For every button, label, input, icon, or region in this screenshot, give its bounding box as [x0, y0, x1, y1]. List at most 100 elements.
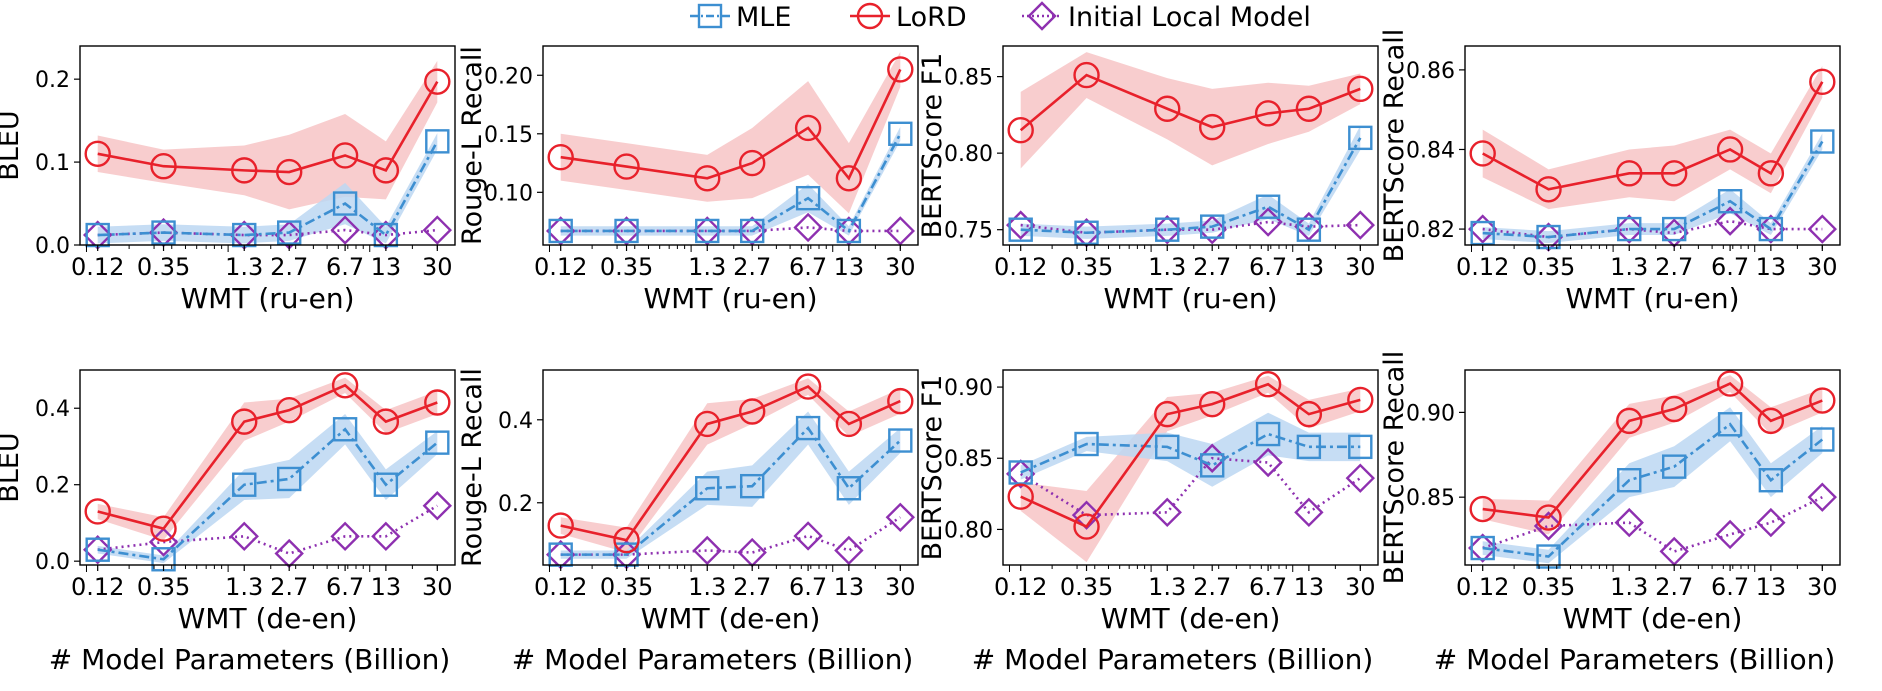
x-tick-label: 13 — [1294, 573, 1325, 601]
mle-series-line — [1482, 422, 1824, 558]
x-tick-label: 1.3 — [225, 573, 263, 601]
panel-8: 0.12 0.35 1.3 2.7 6.7 13 30 0.85 0.90 WMT (de-en)… — [1379, 351, 1841, 635]
init-series-line — [97, 228, 438, 237]
x-tick-label: 0.12 — [994, 573, 1047, 601]
lord-point — [1535, 504, 1562, 531]
mle-point — [1661, 454, 1687, 479]
lord-band — [1482, 65, 1823, 210]
legend-marker — [856, 2, 884, 30]
lord-point — [547, 512, 574, 539]
x-tick-label: 30 — [1345, 253, 1376, 281]
mle-point — [888, 428, 913, 453]
mle-band — [97, 133, 438, 244]
panel-1: 0.12 0.35 1.3 2.7 6.7 13 30 0.0 0.1 0.2 WMT (ru-en… — [0, 45, 456, 315]
lord-series-line — [1019, 73, 1361, 132]
bottom-caption-4: # Model Parameters (Billion) — [1434, 643, 1836, 676]
x-tick-label: 6.7 — [1711, 253, 1749, 281]
x-tick-label: 0.12 — [534, 573, 587, 601]
lord-point — [1007, 483, 1034, 510]
init-point — [371, 521, 401, 552]
y-tick-label: 0.15 — [484, 123, 533, 148]
lord-point — [1347, 75, 1374, 103]
panel-7: 0.12 0.35 1.3 2.7 6.7 13 30 0.80 0.85 0.90 WMT (de… — [917, 369, 1379, 635]
plot-frame — [79, 45, 456, 246]
mle-point — [1758, 216, 1784, 242]
lord-series-line — [1482, 382, 1823, 519]
x-tick-label: 0.35 — [1060, 253, 1113, 281]
x-axis-label: WMT (de-en) — [641, 602, 821, 635]
lord-point — [694, 410, 721, 438]
x-tick-label: 6.7 — [1249, 573, 1287, 601]
init-point — [1715, 206, 1745, 236]
mle-point — [1661, 216, 1687, 242]
mle-point — [795, 415, 821, 441]
lord-point — [1660, 160, 1688, 187]
mle-point — [425, 430, 450, 455]
plot-frame — [1002, 369, 1379, 566]
mle-point — [276, 466, 302, 492]
x-tick-label: 30 — [885, 573, 916, 601]
init-point — [1253, 447, 1283, 478]
y-tick-label: 0.10 — [484, 181, 533, 206]
mle-point — [373, 472, 399, 497]
mle-point — [1348, 434, 1373, 460]
mle-point — [1255, 194, 1281, 219]
init-point — [737, 537, 767, 568]
lord-point — [231, 157, 258, 184]
legend-entry-circle: LoRD — [850, 2, 967, 33]
mle-series-line — [1020, 432, 1361, 474]
lord-point — [1198, 113, 1226, 141]
y-tick-label: 0.75 — [944, 219, 993, 244]
legend: MLE LoRD Initial Local Model — [690, 1, 1311, 33]
lord-series-line — [560, 385, 901, 542]
mle-point — [795, 185, 821, 211]
y-axis-label: Rouge-L Recall — [457, 46, 488, 245]
lord-point — [1154, 95, 1181, 122]
x-tick-label: 0.35 — [600, 573, 653, 601]
x-tick-label: 0.12 — [71, 573, 124, 601]
x-tick-label: 30 — [885, 253, 916, 281]
mle-point — [1074, 431, 1099, 457]
init-point — [1152, 497, 1182, 528]
lord-point — [84, 140, 111, 167]
lord-series-line — [97, 383, 438, 531]
plot-frame — [79, 369, 456, 566]
init-point — [737, 216, 767, 246]
x-axis-label: WMT (de-en) — [1101, 602, 1281, 635]
mle-point — [695, 218, 720, 244]
panel-2: 0.12 0.35 1.3 2.7 6.7 13 30 0.10 0.15 0.20 WMT (ru… — [457, 45, 919, 315]
x-tick-label: 13 — [371, 573, 402, 601]
x-tick-label: 0.12 — [1456, 573, 1509, 601]
x-tick-label: 6.7 — [1249, 253, 1287, 281]
x-tick-label: 2.7 — [733, 253, 771, 281]
x-tick-label: 0.35 — [137, 253, 190, 281]
x-tick-label: 0.35 — [137, 573, 190, 601]
lord-band — [1020, 52, 1361, 169]
lord-point — [424, 389, 451, 416]
lord-band — [97, 60, 438, 210]
x-tick-label: 2.7 — [1193, 573, 1231, 601]
legend-marker — [697, 3, 723, 29]
mle-point — [1717, 412, 1743, 437]
mle-point — [1810, 129, 1835, 154]
x-tick-label: 0.12 — [994, 253, 1047, 281]
init-point — [330, 215, 360, 245]
lord-point — [1254, 100, 1282, 127]
x-tick-label: 30 — [422, 573, 453, 601]
init-point — [422, 215, 453, 245]
init-point — [1807, 214, 1838, 244]
bottom-captions: # Model Parameters (Billion) # Model Para… — [49, 643, 1836, 676]
panel-5: 0.12 0.35 1.3 2.7 6.7 13 30 0.0 0.2 0.4 WMT (de-en… — [0, 369, 456, 635]
mle-point — [888, 121, 913, 146]
lord-point — [1716, 136, 1744, 163]
mle-point — [548, 218, 573, 244]
x-axis-label: WMT (ru-en) — [180, 282, 354, 315]
lord-point — [1198, 390, 1226, 418]
x-tick-label: 1.3 — [688, 253, 726, 281]
lord-point — [1535, 176, 1562, 203]
mle-point — [836, 476, 862, 501]
init-point — [611, 216, 642, 246]
y-axis-label: Rouge-L Recall — [457, 368, 488, 567]
lord-point — [424, 68, 451, 95]
